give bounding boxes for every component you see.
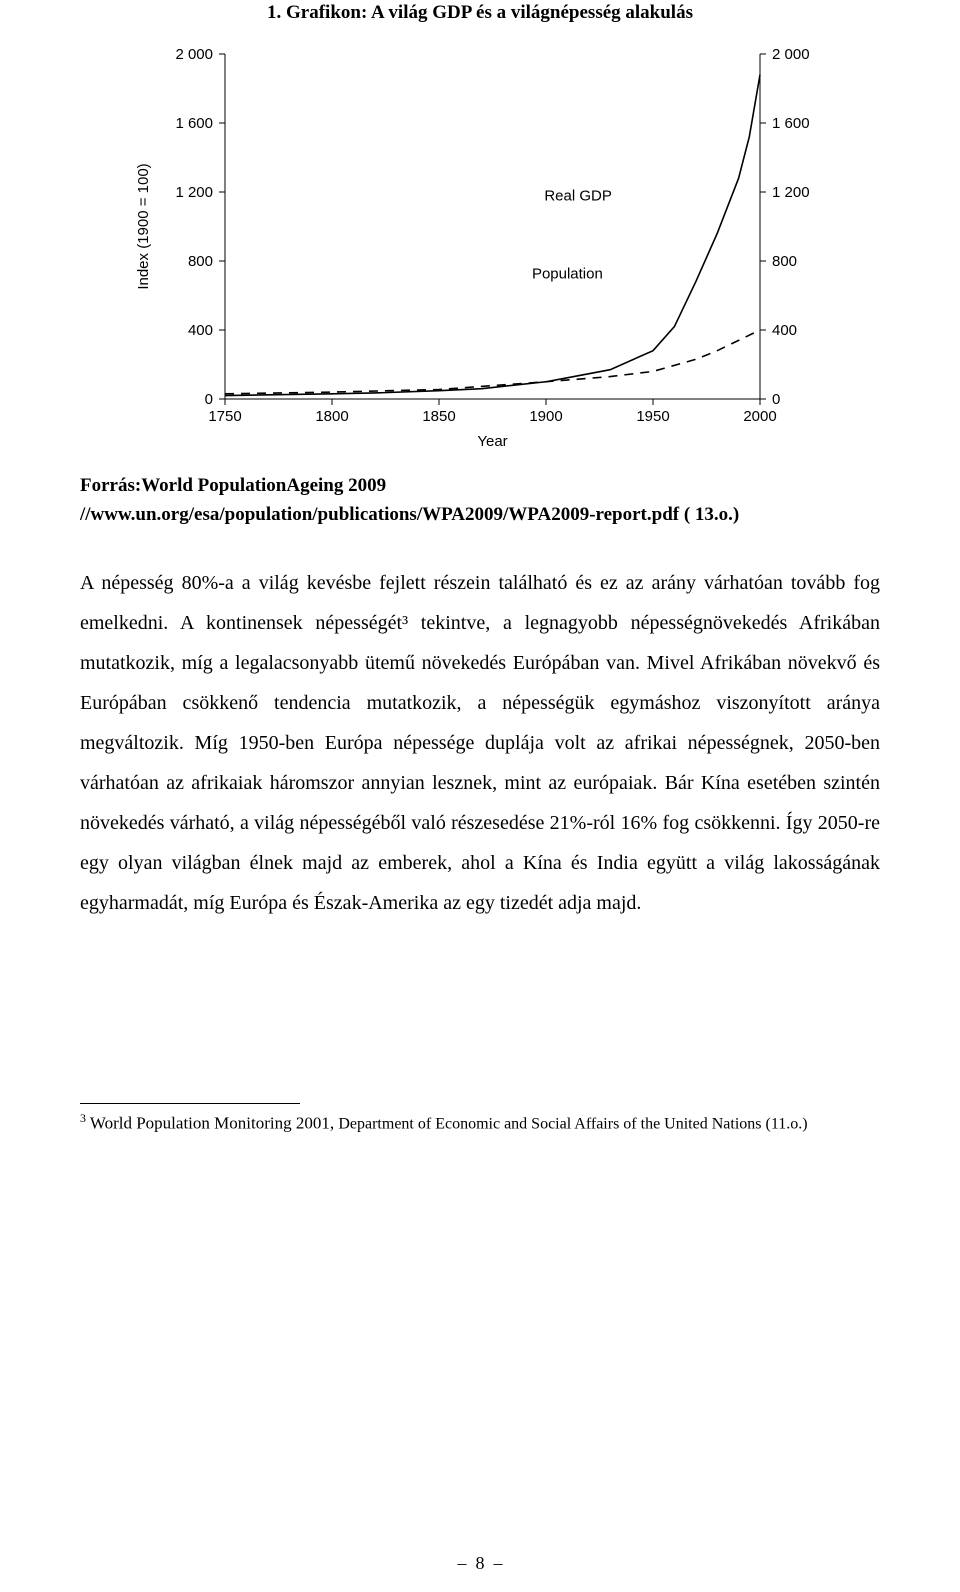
svg-text:400: 400: [188, 322, 213, 339]
page-number: – 8 –: [0, 1553, 960, 1574]
chart-title: 1. Grafikon: A világ GDP és a világnépes…: [80, 2, 880, 24]
svg-text:1 600: 1 600: [772, 115, 810, 132]
source-text: World PopulationAgeing 2009 //www.un.org…: [80, 475, 739, 525]
svg-text:Year: Year: [477, 433, 507, 450]
page-dash-right: –: [494, 1553, 503, 1573]
source-line: Forrás:World PopulationAgeing 2009 //www…: [80, 472, 880, 529]
svg-text:0: 0: [205, 391, 213, 408]
svg-text:Real GDP: Real GDP: [544, 188, 612, 205]
footnote-lead: World Population Monitoring 2001,: [86, 1114, 338, 1133]
svg-text:2000: 2000: [743, 408, 776, 425]
footnote: 3 World Population Monitoring 2001, Depa…: [80, 1110, 880, 1136]
svg-text:800: 800: [772, 253, 797, 270]
svg-text:1900: 1900: [529, 408, 562, 425]
svg-text:2 000: 2 000: [175, 46, 213, 63]
svg-text:1950: 1950: [636, 408, 669, 425]
body-paragraph: A népesség 80%-a a világ kevésbe fejlett…: [80, 563, 880, 923]
gdp-population-chart: 0 0 400 400 800 800 1 200 1 200 1 600 1 600 2 000 2…: [130, 34, 830, 454]
svg-text:Population: Population: [532, 265, 603, 282]
svg-text:2 000: 2 000: [772, 46, 810, 63]
svg-text:1750: 1750: [208, 408, 241, 425]
svg-text:1 600: 1 600: [175, 115, 213, 132]
svg-text:1800: 1800: [315, 408, 348, 425]
page-number-value: 8: [476, 1553, 485, 1573]
source-prefix: Forrás:: [80, 475, 141, 496]
svg-text:1 200: 1 200: [175, 184, 213, 201]
svg-text:1 200: 1 200: [772, 184, 810, 201]
chart-svg: 0 0 400 400 800 800 1 200 1 200 1 600 1 600 2 000 2…: [130, 34, 830, 454]
footnote-rule: [80, 1103, 300, 1104]
svg-text:800: 800: [188, 253, 213, 270]
svg-text:Index (1900 = 100): Index (1900 = 100): [135, 163, 152, 289]
svg-text:1850: 1850: [422, 408, 455, 425]
svg-text:0: 0: [772, 391, 780, 408]
svg-text:400: 400: [772, 322, 797, 339]
page-dash-left: –: [458, 1553, 467, 1573]
footnote-dept: Department of Economic and Social Affair…: [338, 1116, 807, 1133]
